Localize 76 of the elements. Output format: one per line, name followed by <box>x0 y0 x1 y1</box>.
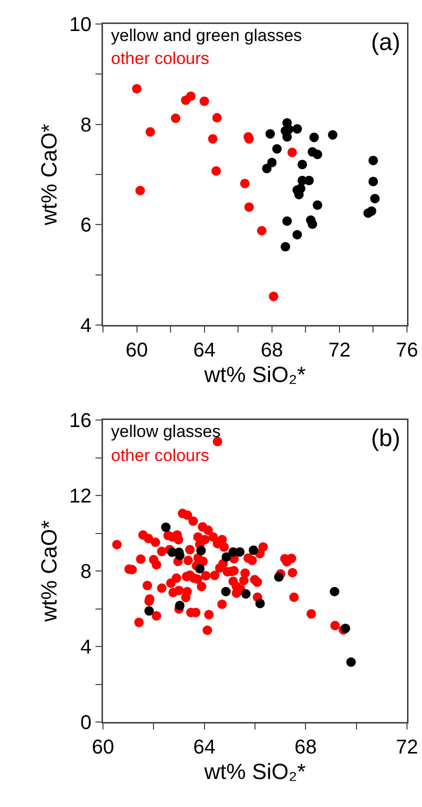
x-tick-label: 68 <box>294 736 317 758</box>
x-tick-label: 64 <box>193 736 216 758</box>
y-tick-label: 12 <box>69 486 92 508</box>
point <box>196 546 206 556</box>
y-axis-title: wt% CaO* <box>36 520 62 623</box>
y-tick-label: 16 <box>69 410 92 432</box>
point <box>221 586 231 596</box>
point <box>274 572 284 582</box>
point <box>186 91 196 101</box>
point <box>208 134 218 144</box>
point <box>211 166 221 176</box>
point <box>304 176 314 186</box>
point <box>312 200 322 210</box>
point <box>175 600 185 610</box>
point <box>368 156 378 166</box>
point <box>241 589 251 599</box>
point <box>265 129 275 139</box>
point <box>328 130 338 140</box>
point <box>235 547 245 557</box>
point <box>280 242 290 252</box>
y-tick-label: 0 <box>80 712 92 734</box>
x-tick-label: 68 <box>260 340 284 362</box>
point <box>272 144 282 154</box>
annotation: (b) <box>371 425 400 452</box>
point <box>308 219 318 229</box>
point <box>240 178 250 188</box>
x-tick-label: 76 <box>396 340 418 362</box>
y-tick-label: 6 <box>80 214 92 237</box>
point <box>135 186 145 196</box>
series-label: other colours <box>111 446 210 465</box>
point <box>267 158 277 168</box>
point <box>195 564 205 574</box>
y-tick-label: 8 <box>80 114 92 136</box>
point <box>212 113 222 123</box>
point <box>287 148 297 158</box>
point <box>309 132 319 142</box>
series-label: other colours <box>111 49 210 68</box>
point <box>292 124 302 134</box>
y-tick-label: 4 <box>80 315 92 337</box>
point <box>298 160 308 170</box>
point <box>255 598 265 608</box>
point <box>282 216 292 226</box>
point <box>146 127 156 137</box>
point <box>248 545 258 555</box>
point <box>170 114 180 124</box>
x-tick-label: 60 <box>126 340 148 362</box>
point <box>200 96 210 106</box>
point <box>268 292 278 302</box>
x-axis-title: wt% SiO₂* <box>203 759 306 784</box>
point <box>368 176 378 186</box>
point <box>282 132 292 142</box>
point <box>370 194 380 204</box>
text: yellow glasses <box>111 422 221 441</box>
point <box>222 552 232 562</box>
point <box>366 206 376 216</box>
text: yellow and green glasses <box>111 26 302 45</box>
x-tick-label: 64 <box>193 340 216 362</box>
point <box>132 84 142 94</box>
point <box>244 202 254 212</box>
x-axis-title: wt% SiO₂* <box>203 362 306 388</box>
point <box>262 164 272 174</box>
y-axis-title: wt% CaO* <box>36 123 62 226</box>
x-tick-label: 72 <box>328 340 351 362</box>
annotation: (a) <box>371 29 400 56</box>
point <box>257 226 267 236</box>
y-tick-label: 8 <box>80 561 92 583</box>
x-tick-label: 60 <box>92 736 114 758</box>
point <box>330 586 340 596</box>
y-tick-label: 10 <box>69 14 92 36</box>
point <box>312 150 322 160</box>
point <box>346 657 356 667</box>
x-tick-label: 72 <box>396 736 418 758</box>
point <box>292 230 302 240</box>
point <box>144 606 154 616</box>
point <box>161 522 171 532</box>
y-tick-label: 4 <box>80 636 92 658</box>
